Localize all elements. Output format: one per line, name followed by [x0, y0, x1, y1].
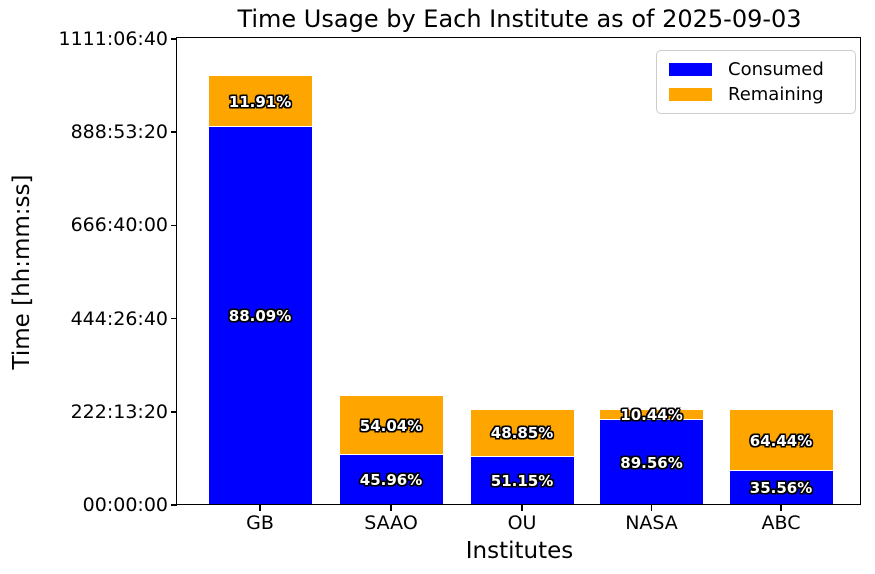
- legend-label-remaining: Remaining: [728, 84, 824, 105]
- bar-label-consumed-NASA: 89.56%: [620, 453, 683, 472]
- y-tick-label: 444:26:40: [70, 307, 168, 330]
- legend: Consumed Remaining: [656, 50, 856, 114]
- legend-item-consumed: Consumed: [669, 59, 843, 80]
- y-tick-mark: [171, 317, 177, 320]
- x-tick-mark: [650, 505, 653, 511]
- x-tick-mark: [390, 505, 392, 511]
- x-tick-mark: [780, 505, 782, 511]
- legend-label-consumed: Consumed: [728, 59, 824, 80]
- chart-title: Time Usage by Each Institute as of 2025-…: [237, 5, 802, 33]
- bar-consumed-NASA: [600, 420, 703, 505]
- x-tick-mark: [521, 505, 523, 511]
- legend-item-remaining: Remaining: [669, 84, 843, 105]
- y-tick-label: 666:40:00: [70, 214, 168, 237]
- bar-label-remaining-GB: 11.91%: [228, 92, 292, 111]
- y-tick-label: 1111:06:40: [58, 28, 168, 50]
- bar-remaining-OU: [470, 410, 574, 457]
- y-tick-label: 888:53:20: [70, 121, 168, 144]
- x-tick-mark: [259, 505, 261, 511]
- remaining-swatch-icon: [669, 88, 712, 101]
- bar-label-remaining-SAAO: 54.04%: [359, 416, 423, 435]
- bar-label-consumed-OU: 51.15%: [490, 471, 554, 490]
- bar-label-remaining-OU: 48.85%: [490, 424, 554, 443]
- x-tick-label-NASA: NASA: [625, 512, 678, 534]
- y-tick-mark: [171, 131, 177, 133]
- bar-consumed-GB: [208, 127, 312, 505]
- bar-remaining-ABC: [729, 410, 833, 472]
- y-axis-label: Time [hh:mm:ss]: [9, 174, 35, 370]
- y-tick-mark: [171, 38, 177, 40]
- bar-label-remaining-ABC: 64.44%: [749, 431, 813, 450]
- y-tick-label: 222:13:20: [70, 400, 168, 423]
- bar-remaining-SAAO: [339, 396, 443, 456]
- y-tick-mark: [171, 224, 177, 227]
- y-tick-mark: [171, 504, 177, 506]
- x-tick-label-ABC: ABC: [761, 512, 801, 534]
- bar-label-consumed-GB: 88.09%: [228, 307, 292, 326]
- bar-consumed-ABC: [729, 471, 833, 505]
- x-tick-label-GB: GB: [246, 512, 274, 534]
- x-axis-label: Institutes: [465, 538, 574, 564]
- bar-remaining-GB: [208, 76, 312, 128]
- y-tick-label: 00:00:00: [82, 494, 168, 516]
- bar-label-consumed-ABC: 35.56%: [749, 479, 813, 498]
- bar-label-consumed-SAAO: 45.96%: [359, 471, 423, 489]
- bar-remaining-NASA: [600, 410, 703, 421]
- consumed-swatch-icon: [669, 63, 712, 76]
- x-tick-label-OU: OU: [507, 512, 537, 534]
- y-tick-mark: [171, 411, 177, 413]
- x-tick-label-SAAO: SAAO: [364, 512, 418, 534]
- bar-consumed-OU: [470, 456, 574, 505]
- plot-area: 88.09% 11.91% 45.96% 54.04% 51.15% 48.85% 89.5…: [176, 37, 862, 506]
- bar-label-remaining-NASA: 10.44%: [620, 406, 683, 425]
- bar-consumed-SAAO: [339, 455, 443, 505]
